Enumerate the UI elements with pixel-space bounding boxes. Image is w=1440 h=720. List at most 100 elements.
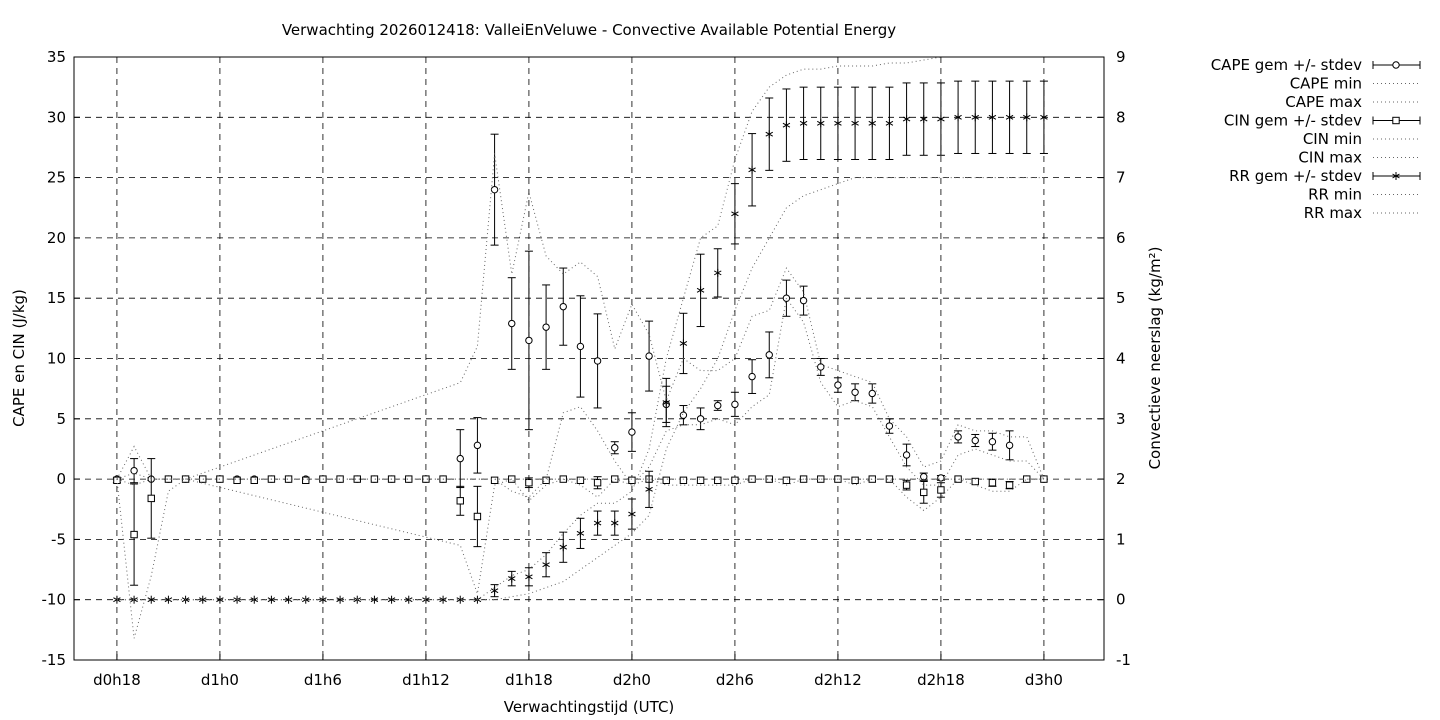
data-point [130, 466, 138, 475]
data-point [971, 477, 979, 486]
data-point [902, 481, 911, 489]
data-point [1023, 113, 1031, 122]
data-point [817, 363, 825, 371]
data-point [920, 115, 928, 124]
data-point [250, 595, 258, 604]
series-cin-max [116, 472, 1044, 480]
legend-label: RR gem +/- stdev [1229, 167, 1362, 185]
data-point [456, 497, 464, 505]
x-tick-label: d1h18 [505, 671, 553, 689]
data-point [542, 560, 550, 569]
data-point [645, 485, 653, 494]
y2-tick-label: 6 [1116, 229, 1126, 247]
data-point [868, 119, 876, 128]
legend-entry: RR min [1308, 186, 1420, 204]
y-tick-label: 5 [56, 410, 66, 428]
data-point [302, 476, 310, 485]
legend-label: CAPE min [1290, 75, 1362, 93]
data-point [490, 185, 499, 194]
data-point [628, 476, 636, 485]
data-point [748, 165, 756, 174]
data-point [902, 451, 911, 459]
data-point [988, 479, 997, 487]
series-line [116, 478, 1044, 639]
data-point [696, 415, 705, 423]
data-point [971, 436, 979, 445]
series-line [116, 177, 1044, 601]
y2-tick-label: 3 [1116, 410, 1126, 428]
x-tick-label: d2h18 [917, 671, 965, 689]
data-point [508, 319, 516, 328]
data-point [593, 357, 602, 365]
data-point [868, 389, 876, 398]
legend-label: CIN max [1298, 149, 1362, 167]
y-tick-label: 20 [47, 229, 66, 247]
data-point [902, 115, 911, 124]
data-point [164, 595, 173, 604]
data-point [988, 438, 997, 446]
data-point [199, 475, 207, 483]
data-point [662, 398, 670, 407]
y-tick-label: 15 [47, 289, 66, 307]
data-point [508, 574, 516, 583]
data-point [714, 476, 722, 485]
data-point [868, 475, 876, 483]
data-point [542, 323, 550, 331]
data-point [284, 475, 293, 483]
data-point [920, 472, 928, 481]
data-point [1005, 113, 1014, 122]
chart-title: Verwachting 2026012418: ValleiEnVeluwe -… [282, 21, 896, 39]
data-point [937, 474, 945, 482]
data-point [817, 119, 825, 128]
x-tick-label: d2h6 [716, 671, 754, 689]
legend-entry: CIN gem +/- stdev [1224, 112, 1421, 130]
data-point [679, 476, 688, 485]
data-point [799, 119, 808, 128]
data-point [937, 486, 945, 494]
y-tick-label: 0 [56, 470, 66, 488]
series-cape-max [116, 153, 1045, 480]
data-point [319, 595, 327, 604]
y2-tick-label: 9 [1116, 48, 1126, 66]
data-point [765, 130, 773, 139]
legend-entry: CIN max [1298, 149, 1420, 167]
data-point [525, 336, 533, 345]
data-point [525, 572, 533, 581]
data-point [525, 479, 533, 487]
data-point [542, 476, 550, 485]
data-point [422, 595, 430, 604]
y-tick-label: 10 [47, 350, 66, 368]
series-line [116, 153, 1045, 480]
data-point [490, 476, 499, 485]
data-point [233, 476, 241, 485]
data-point [576, 476, 585, 485]
y-tick-label: -10 [42, 591, 67, 609]
data-point [336, 475, 344, 483]
data-point [250, 476, 258, 485]
data-point [988, 113, 997, 122]
series-cape-gem-stdev [113, 133, 1048, 489]
legend-label: CIN min [1303, 130, 1362, 148]
data-point [714, 268, 722, 277]
x-tick-label: d2h12 [814, 671, 862, 689]
y-axis-label: CAPE en CIN (J/kg) [10, 289, 28, 427]
data-point [954, 433, 962, 441]
data-point [765, 351, 773, 359]
data-point [920, 488, 928, 497]
y2-axis-label: Convectieve neerslag (kg/m²) [1146, 247, 1164, 470]
legend-marker [1392, 61, 1400, 69]
data-point [799, 296, 808, 305]
data-point [628, 510, 636, 519]
legend-entry: CAPE min [1290, 75, 1420, 93]
data-point [748, 372, 756, 381]
y2-tick-label: 1 [1116, 530, 1126, 548]
data-point [645, 352, 653, 360]
series-cin-min [116, 478, 1044, 639]
x-tick-label: d2h0 [613, 671, 651, 689]
legend-entry: RR max [1304, 204, 1420, 222]
data-point [593, 479, 602, 487]
data-point [937, 115, 945, 124]
data-point [559, 543, 567, 552]
